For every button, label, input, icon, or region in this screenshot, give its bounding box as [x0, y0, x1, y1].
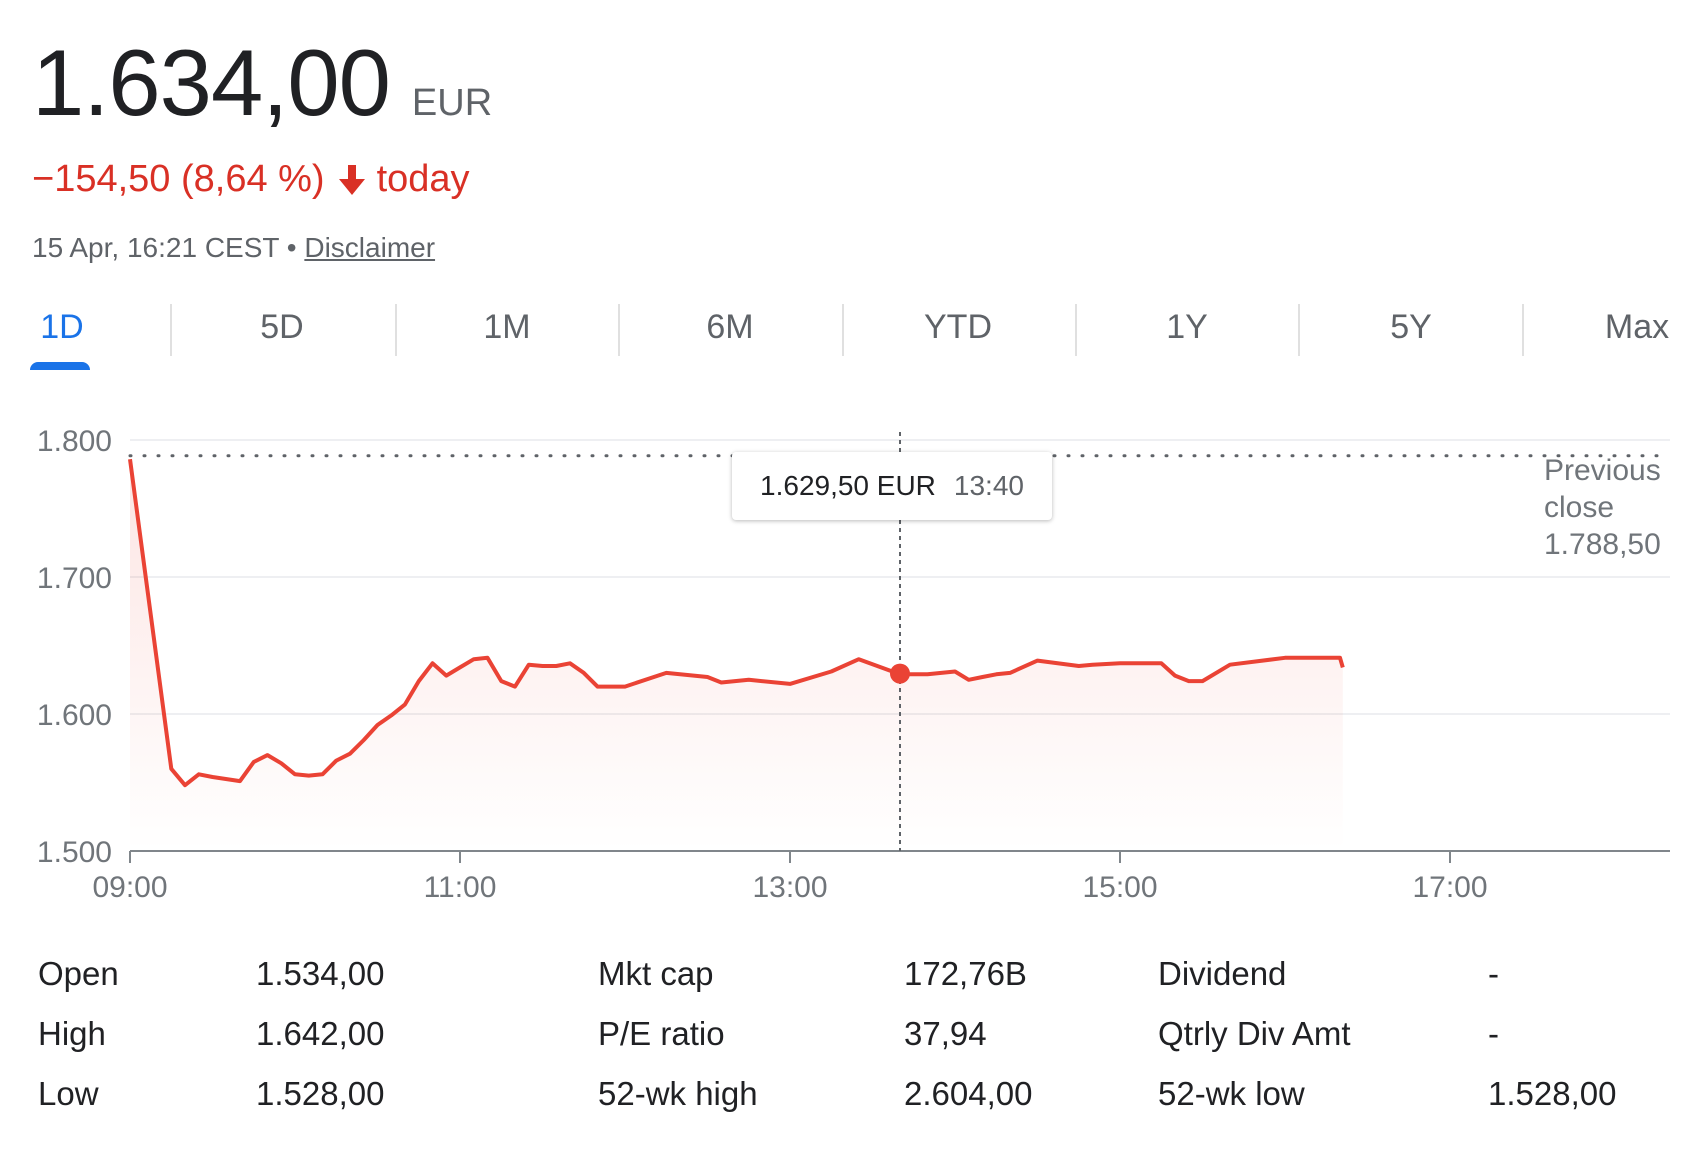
stat-label: P/E ratio [598, 1015, 725, 1052]
tab-divider [1522, 304, 1524, 356]
tab-max[interactable]: Max [1604, 308, 1670, 346]
y-tick-label: 1.600 [37, 699, 112, 732]
tab-divider [618, 304, 620, 356]
price-area [130, 459, 1343, 851]
x-tick-label: 09:00 [92, 871, 167, 904]
tab-divider [395, 304, 397, 356]
tooltip-price: 1.629,50 EUR [760, 470, 936, 501]
stat-label: Mkt cap [598, 955, 714, 992]
tab-divider [170, 304, 172, 356]
previous-close-label: Previous close 1.788,50 [1544, 452, 1661, 563]
stat-value: - [1488, 955, 1499, 992]
chart-tooltip: 1.629,50 EUR 13:40 [732, 452, 1052, 520]
stat-value: - [1488, 1015, 1499, 1052]
tab-divider [1298, 304, 1300, 356]
x-tick-label: 15:00 [1082, 871, 1157, 904]
stat-value: 1.528,00 [1488, 1075, 1617, 1112]
stat-value: 1.528,00 [256, 1075, 385, 1112]
tab-divider [842, 304, 844, 356]
change-period: today [376, 158, 470, 200]
tab-6m[interactable]: 6M [706, 308, 754, 346]
timestamp: 15 Apr, 16:21 CEST • [32, 232, 297, 263]
hover-point [890, 663, 910, 684]
tab-ytd[interactable]: YTD [924, 308, 992, 346]
stat-value: 1.534,00 [256, 955, 385, 992]
stat-row: Open 1.534,00 Mkt cap 172,76B Dividend - [0, 955, 1686, 1015]
x-tick-label: 11:00 [424, 871, 497, 904]
price-change: −154,50 (8,64 %) today [32, 158, 470, 201]
range-tabs: 1D 5D 1M 6M YTD 1Y 5Y Max [0, 300, 1686, 370]
stat-label: High [38, 1015, 106, 1052]
previous-close-text: Previous [1544, 454, 1661, 487]
tab-1m[interactable]: 1M [483, 308, 531, 346]
tab-5d[interactable]: 5D [260, 308, 304, 346]
disclaimer-link[interactable]: Disclaimer [304, 232, 436, 263]
timestamp-row: 15 Apr, 16:21 CEST • Disclaimer [32, 232, 435, 264]
tab-5y[interactable]: 5Y [1390, 308, 1432, 346]
currency-label: EUR [411, 82, 493, 124]
x-tick-label: 13:00 [752, 871, 827, 904]
stat-label: 52-wk low [1158, 1075, 1305, 1112]
down-arrow-icon [338, 164, 365, 195]
stat-label: Dividend [1158, 955, 1287, 992]
stat-label: Low [38, 1075, 99, 1112]
previous-close-value: 1.788,50 [1544, 528, 1661, 561]
stat-value: 172,76B [904, 955, 1027, 992]
tab-1y[interactable]: 1Y [1166, 308, 1208, 346]
stat-row: Low 1.528,00 52-wk high 2.604,00 52-wk l… [0, 1075, 1686, 1135]
tab-divider [1075, 304, 1077, 356]
y-tick-label: 1.700 [37, 562, 112, 595]
stat-value: 37,94 [904, 1015, 987, 1052]
price-header: 1.634,00 EUR [32, 36, 492, 130]
y-tick-label: 1.500 [37, 836, 112, 869]
active-tab-indicator [30, 362, 90, 370]
tab-1d[interactable]: 1D [40, 308, 84, 346]
stat-label: Qtrly Div Amt [1158, 1015, 1351, 1052]
stat-label: 52-wk high [598, 1075, 758, 1112]
price-line [128, 458, 1345, 788]
stat-value: 1.642,00 [256, 1015, 385, 1052]
change-value: −154,50 (8,64 %) [32, 158, 325, 200]
previous-close-text: close [1544, 491, 1615, 524]
stat-row: High 1.642,00 P/E ratio 37,94 Qtrly Div … [0, 1015, 1686, 1075]
tooltip-time: 13:40 [953, 470, 1024, 501]
stat-value: 2.604,00 [904, 1075, 1033, 1112]
current-price: 1.634,00 [32, 30, 391, 135]
y-tick-label: 1.800 [37, 425, 112, 458]
stat-label: Open [38, 955, 119, 992]
x-tick-label: 17:00 [1412, 871, 1487, 904]
